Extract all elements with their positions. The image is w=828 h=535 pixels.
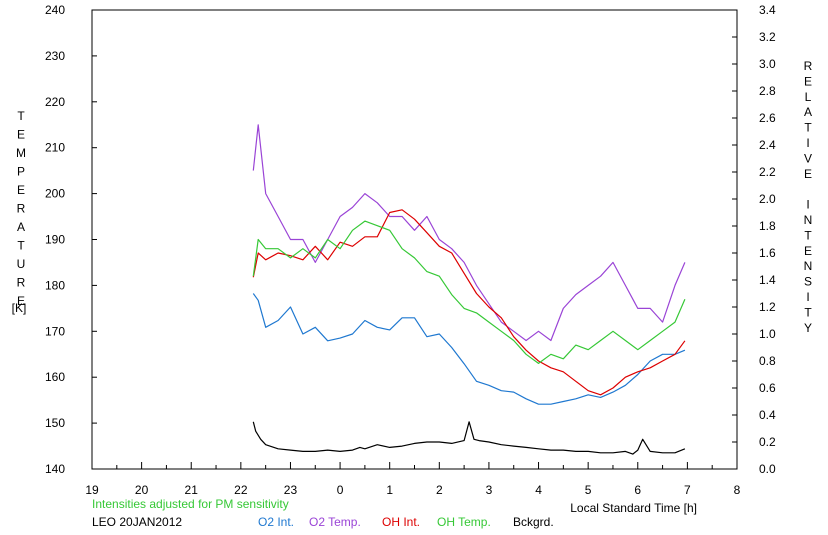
- right-axis-letter: I: [806, 198, 809, 212]
- left-axis-letter: E: [17, 128, 25, 142]
- legend-entry: OH Temp.: [437, 515, 491, 529]
- right-axis-letter: E: [804, 74, 812, 88]
- left-tick-label: 160: [45, 370, 65, 384]
- x-tick-label: 19: [85, 483, 99, 497]
- x-tick-label: 3: [486, 483, 493, 497]
- x-tick-label: 8: [734, 483, 741, 497]
- right-axis-letter: V: [804, 151, 812, 165]
- left-axis-letter: E: [17, 183, 25, 197]
- right-axis-letter: S: [804, 275, 812, 289]
- left-axis-letter: R: [17, 202, 26, 216]
- left-tick-label: 210: [45, 141, 65, 155]
- right-tick-label: 0.8: [759, 354, 776, 368]
- right-tick-label: 2.0: [759, 192, 776, 206]
- left-tick-label: 240: [45, 3, 65, 17]
- left-tick-label: 150: [45, 416, 65, 430]
- legend-entry: O2 Temp.: [309, 515, 361, 529]
- right-axis-letter: N: [804, 259, 813, 273]
- x-axis-title: Local Standard Time [h]: [570, 501, 697, 515]
- right-axis-letter: T: [804, 305, 812, 319]
- x-tick-label: 23: [284, 483, 298, 497]
- right-tick-label: 1.2: [759, 300, 776, 314]
- legend-entry: Bckgrd.: [513, 515, 554, 529]
- x-axis-ticks: 19 20 21 22 23 0 1 2 3 4 5 6 7 8: [85, 462, 741, 497]
- series-line-oh-int: [252, 209, 686, 396]
- x-tick-label: 4: [535, 483, 542, 497]
- x-tick-label: 20: [135, 483, 149, 497]
- left-tick-label: 200: [45, 187, 65, 201]
- left-axis-letter: E: [17, 294, 25, 308]
- right-axis-letter: A: [804, 105, 812, 119]
- x-tick-label: 2: [436, 483, 443, 497]
- right-tick-label: 2.2: [759, 165, 776, 179]
- right-tick-label: 0.6: [759, 381, 776, 395]
- series-line-o2-int: [252, 293, 686, 405]
- right-axis-letter: N: [804, 213, 813, 227]
- left-axis-letter: M: [16, 146, 26, 160]
- series-line-o2-temp: [252, 124, 686, 342]
- left-axis-unit: [K]: [12, 301, 27, 315]
- left-axis-letter: P: [17, 165, 25, 179]
- left-axis-letter: T: [17, 109, 25, 123]
- left-tick-label: 230: [45, 49, 65, 63]
- right-axis-letter: Y: [804, 321, 812, 335]
- left-tick-label: 220: [45, 95, 65, 109]
- right-tick-label: 1.6: [759, 246, 776, 260]
- legend: O2 Int. O2 Temp. OH Int. OH Temp. Bckgrd.: [258, 515, 554, 529]
- right-tick-label: 3.4: [759, 3, 776, 17]
- plot-frame: [91, 9, 738, 470]
- series-layer: [252, 124, 686, 455]
- left-tick-label: 180: [45, 278, 65, 292]
- x-tick-label: 0: [337, 483, 344, 497]
- left-axis-letter: U: [17, 257, 26, 271]
- right-tick-label: 1.4: [759, 273, 776, 287]
- left-tick-label: 170: [45, 324, 65, 338]
- left-axis-letter: A: [17, 220, 25, 234]
- right-tick-label: 2.4: [759, 138, 776, 152]
- right-axis-letter: T: [804, 228, 812, 242]
- x-tick-label: 21: [185, 483, 199, 497]
- right-axis-ticks: 0.0 0.2 0.4 0.6 0.8 1.0 1.2 1.4 1.6 1.8 2.0 2.2 2.4 2…: [732, 3, 776, 476]
- right-axis-letter: L: [805, 90, 812, 104]
- right-tick-label: 3.2: [759, 30, 776, 44]
- x-tick-label: 7: [684, 483, 691, 497]
- right-axis-letter: I: [806, 290, 809, 304]
- x-tick-label: 6: [634, 483, 641, 497]
- left-axis-letter: T: [17, 239, 25, 253]
- sensitivity-note: Intensities adjusted for PM sensitivity: [92, 497, 289, 511]
- right-tick-label: 1.8: [759, 219, 776, 233]
- left-axis-letter: R: [17, 276, 26, 290]
- left-tick-label: 190: [45, 233, 65, 247]
- series-line-oh-temp: [252, 220, 686, 364]
- x-tick-label: 5: [585, 483, 592, 497]
- right-axis-letter: E: [804, 244, 812, 258]
- right-axis-letter: E: [804, 167, 812, 181]
- right-tick-label: 0.0: [759, 462, 776, 476]
- legend-entry: O2 Int.: [258, 515, 294, 529]
- legend-entry: OH Int.: [382, 515, 420, 529]
- right-tick-label: 2.6: [759, 111, 776, 125]
- right-tick-label: 3.0: [759, 57, 776, 71]
- x-tick-label: 1: [386, 483, 393, 497]
- right-tick-label: 0.2: [759, 435, 776, 449]
- station-date-label: LEO 20JAN2012: [92, 515, 182, 529]
- right-tick-label: 2.8: [759, 84, 776, 98]
- right-tick-label: 0.4: [759, 408, 776, 422]
- right-axis-letter: T: [804, 121, 812, 135]
- x-tick-label: 22: [234, 483, 248, 497]
- right-axis-letter: R: [804, 59, 813, 73]
- right-axis-letter: I: [806, 136, 809, 150]
- series-line-bckgrd: [252, 421, 686, 455]
- left-axis-ticks: 140 150 160 170 180 190 200 210 220 230 240: [45, 3, 97, 476]
- right-tick-label: 1.0: [759, 327, 776, 341]
- left-tick-label: 140: [45, 462, 65, 476]
